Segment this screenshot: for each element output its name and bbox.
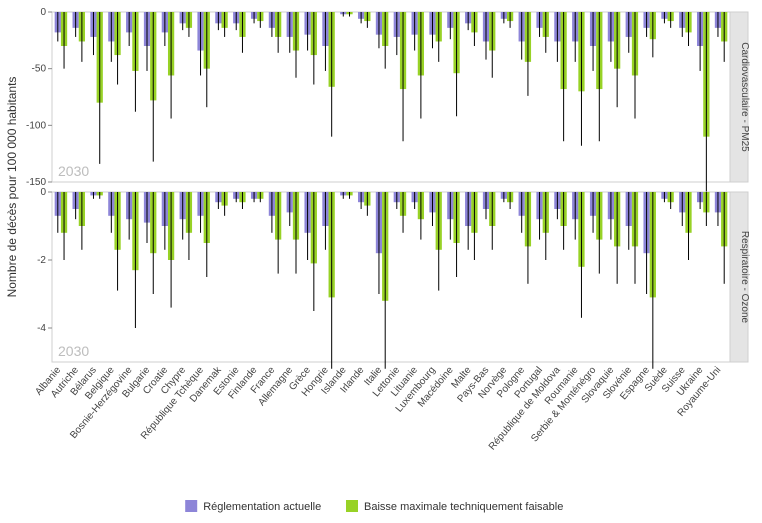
panel: -150-100-500Cardiovasculaire - PM252030 [26, 7, 750, 205]
y-tick-label: -2 [37, 255, 46, 266]
legend-swatch [346, 500, 358, 512]
panel: -4 -2 0 Respiratoire - Ozone 2030 [37, 187, 750, 369]
strip-label: Respiratoire - Ozone [739, 231, 750, 324]
y-tick-label: -100 [26, 120, 46, 131]
y-tick-label: 0 [40, 187, 46, 198]
strip-label: Cardiovasculaire - PM25 [739, 42, 750, 152]
y-tick-label: -4 [37, 323, 46, 334]
y-axis-title: Nombre de décès pour 100 000 habitants [5, 77, 19, 298]
y-tick-label: -50 [32, 64, 47, 75]
chart-svg: Nombre de décès pour 100 000 habitants -1… [0, 0, 762, 523]
legend-label: Baisse maximale techniquement faisable [364, 501, 563, 513]
year-label: 2030 [58, 343, 89, 359]
year-label: 2030 [58, 163, 89, 179]
legend-swatch [185, 500, 197, 512]
legend: Réglementation actuelle Baisse maximale t… [185, 500, 563, 513]
chart-figure: { "width": 762, "height": 523, "backgrou… [0, 0, 762, 523]
legend-label: Réglementation actuelle [203, 501, 321, 513]
y-tick-label: 0 [40, 7, 46, 18]
